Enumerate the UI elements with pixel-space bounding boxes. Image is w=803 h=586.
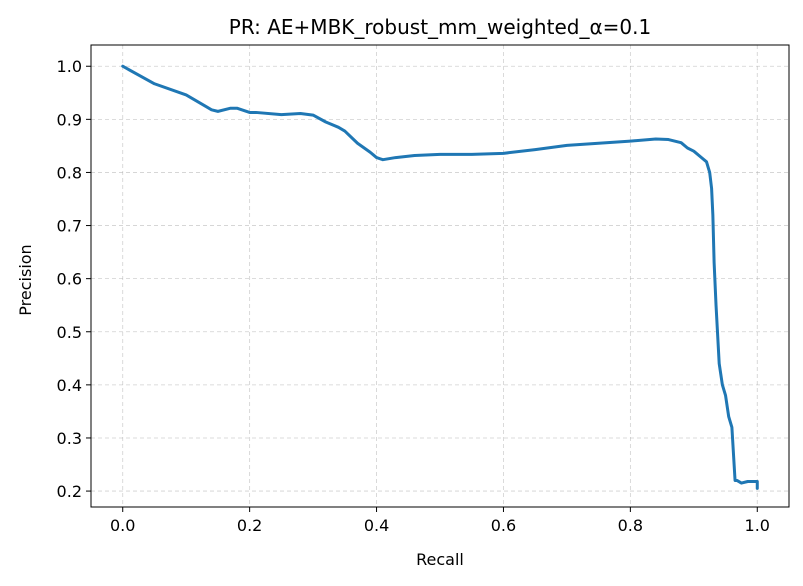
y-tick-label: 0.8 <box>57 163 82 182</box>
y-tick-label: 0.3 <box>57 429 82 448</box>
y-tick-label: 0.9 <box>57 110 82 129</box>
chart-title: PR: AE+MBK_robust_mm_weighted_α=0.1 <box>229 15 651 39</box>
x-tick-label: 0.6 <box>491 516 516 535</box>
y-tick-label: 0.7 <box>57 217 82 236</box>
y-tick-label: 0.6 <box>57 270 82 289</box>
y-tick-label: 0.5 <box>57 323 82 342</box>
y-axis: 0.2 0.3 0.4 0.5 0.6 0.7 0.8 0.9 1.0 <box>57 57 91 501</box>
y-tick-label: 1.0 <box>57 57 82 76</box>
y-axis-label: Precision <box>16 244 35 315</box>
series-layer <box>121 64 759 490</box>
plot-frame <box>90 44 790 508</box>
y-tick-label: 0.4 <box>57 376 82 395</box>
y-tick-label: 0.2 <box>57 482 82 501</box>
x-axis: 0.0 0.2 0.4 0.6 0.8 1.0 <box>110 507 770 535</box>
pr-curve-line <box>121 64 759 490</box>
x-tick-label: 0.2 <box>237 516 262 535</box>
x-tick-label: 0.0 <box>110 516 135 535</box>
x-axis-label: Recall <box>416 550 464 569</box>
x-tick-label: 0.8 <box>618 516 643 535</box>
x-tick-label: 0.4 <box>364 516 389 535</box>
x-tick-label: 1.0 <box>745 516 770 535</box>
grid <box>91 45 789 507</box>
